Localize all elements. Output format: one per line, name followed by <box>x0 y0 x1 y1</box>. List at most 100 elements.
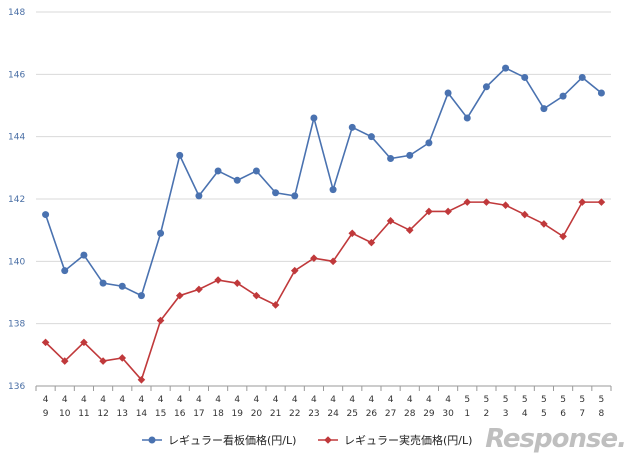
y-tick-label: 136 <box>8 382 25 392</box>
response-watermark-logo: Response. <box>485 424 627 454</box>
legend-label: レギュラー看板価格(円/L) <box>168 433 296 447</box>
x-tick-label-day: 25 <box>347 409 358 419</box>
data-point <box>252 291 261 300</box>
data-point <box>329 257 337 266</box>
data-point <box>233 176 241 184</box>
y-tick-label: 140 <box>8 257 25 267</box>
data-point <box>482 83 490 91</box>
legend: レギュラー看板価格(円/L) レギュラー実売価格(円/L) <box>142 433 472 447</box>
x-tick-label-month: 4 <box>349 395 355 405</box>
data-point <box>444 89 452 97</box>
legend-label: レギュラー実売価格(円/L) <box>344 433 472 447</box>
x-tick-label-day: 11 <box>78 409 89 419</box>
x-tick-label-day: 17 <box>193 409 204 419</box>
x-tick-label-day: 27 <box>385 409 396 419</box>
x-tick-label-day: 18 <box>212 409 224 419</box>
data-point <box>348 123 356 131</box>
x-tick-label-month: 4 <box>196 395 202 405</box>
data-point <box>80 338 88 347</box>
x-tick-label-month: 5 <box>464 395 470 405</box>
x-tick-label-day: 28 <box>404 409 416 419</box>
data-point <box>463 198 472 206</box>
data-point <box>367 133 375 141</box>
data-point <box>272 189 280 197</box>
x-tick-label-month: 4 <box>311 395 317 405</box>
x-tick-label-day: 12 <box>97 409 108 419</box>
data-point <box>578 73 586 81</box>
data-point <box>195 285 203 294</box>
data-point <box>99 357 107 365</box>
x-tick-label-day: 22 <box>289 409 300 419</box>
x-tick-label-day: 6 <box>560 409 566 419</box>
data-point <box>233 279 242 287</box>
x-tick-label-month: 4 <box>139 395 145 405</box>
x-tick-label-day: 29 <box>423 409 435 419</box>
data-point <box>310 114 318 122</box>
data-point <box>137 375 146 384</box>
data-point <box>214 276 222 284</box>
x-tick-label-day: 10 <box>59 409 71 419</box>
x-tick-label-month: 4 <box>215 395 221 405</box>
x-tick-label-month: 5 <box>599 395 605 405</box>
x-tick-label-month: 5 <box>484 395 490 405</box>
y-tick-label: 138 <box>8 320 25 330</box>
x-tick-label-day: 13 <box>117 409 128 419</box>
x-tick-label-month: 4 <box>407 395 413 405</box>
data-point <box>60 357 69 365</box>
data-point <box>520 210 529 219</box>
x-tick-label-month: 4 <box>426 395 432 405</box>
x-tick-label-month: 4 <box>292 395 298 405</box>
data-point <box>482 198 491 206</box>
data-point <box>176 151 184 159</box>
y-tick-label: 142 <box>8 195 25 205</box>
data-point <box>252 167 260 175</box>
data-point <box>41 338 50 347</box>
legend-marker <box>324 436 332 444</box>
x-tick-label-day: 3 <box>503 409 509 419</box>
x-tick-label-day: 2 <box>484 409 490 419</box>
data-point <box>329 186 337 194</box>
data-point <box>425 139 433 147</box>
data-point <box>157 229 165 237</box>
data-point <box>156 316 165 325</box>
x-tick-label-month: 4 <box>62 395 68 405</box>
x-tick-label-month: 5 <box>503 395 509 405</box>
x-tick-label-day: 15 <box>155 409 166 419</box>
x-tick-label-day: 23 <box>308 409 319 419</box>
series <box>41 64 606 384</box>
x-tick-label-month: 4 <box>158 395 164 405</box>
x-tick-label-day: 14 <box>136 409 148 419</box>
y-tick-label: 146 <box>8 70 25 80</box>
data-point <box>425 207 433 216</box>
data-point <box>540 220 548 228</box>
x-tick-label-day: 19 <box>232 409 244 419</box>
y-tick-label: 144 <box>8 133 25 143</box>
x-tick-label-month: 4 <box>43 395 49 405</box>
series-1 <box>42 64 605 300</box>
data-point <box>348 229 357 238</box>
data-point <box>578 198 587 206</box>
legend-item-2: レギュラー実売価格(円/L) <box>318 433 472 447</box>
data-point <box>386 217 395 225</box>
data-point <box>99 279 107 287</box>
x-tick-label-day: 24 <box>327 409 339 419</box>
data-point <box>597 89 605 97</box>
x-tick-label-month: 4 <box>234 395 240 405</box>
x-tick-label-day: 30 <box>442 409 454 419</box>
data-point <box>559 232 567 241</box>
data-point <box>42 211 50 219</box>
data-point <box>463 114 471 122</box>
x-tick-label-day: 4 <box>522 409 528 419</box>
x-tick-label-month: 5 <box>560 395 566 405</box>
x-tick-label-day: 20 <box>251 409 263 419</box>
data-point <box>291 192 299 200</box>
grid-lines <box>36 11 611 325</box>
x-tick-label-month: 4 <box>100 395 106 405</box>
data-point <box>175 291 184 300</box>
x-tick-label-day: 16 <box>174 409 186 419</box>
x-tick-label-month: 4 <box>254 395 260 405</box>
x-tick-label-day: 5 <box>541 409 547 419</box>
data-point <box>310 254 318 263</box>
x-tick-labels: 4941041141241341441541641741841942042142… <box>43 395 605 419</box>
